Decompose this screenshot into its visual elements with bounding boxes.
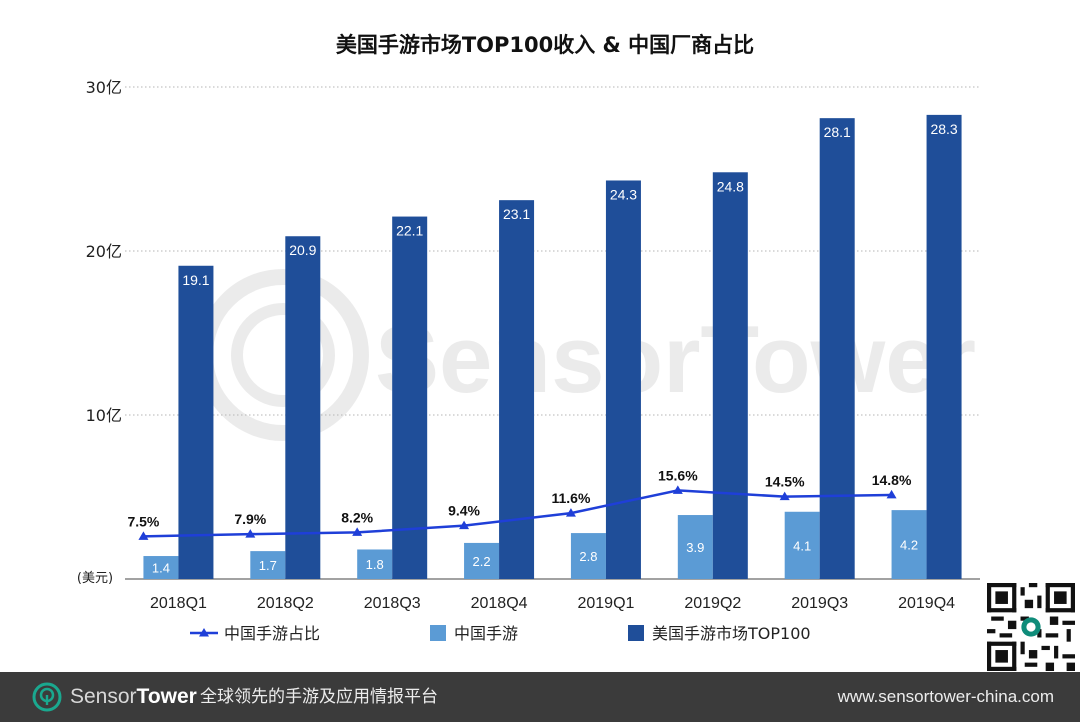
bars: 1.4 19.1 1.7 20.9 1.8 22.1 2.2 23.1 2.8 24.3 3.9 24…: [143, 114, 962, 580]
watermark-logo-inner-icon: [231, 303, 335, 407]
share-point: [459, 520, 470, 530]
share-point: [138, 531, 149, 540]
legend-swatch: [430, 625, 446, 641]
bar-label-china-games: 2.2: [473, 554, 491, 569]
legend-label: 美国手游市场TOP100: [652, 624, 811, 643]
share-label: 7.5%: [127, 513, 159, 529]
bar-label-us-top100: 28.3: [930, 121, 957, 137]
chart-title: 美国手游市场TOP100收入 & 中国厂商占比: [336, 33, 754, 57]
bar-label-china-games: 2.8: [579, 549, 597, 564]
bar-label-us-top100: 19.1: [182, 272, 209, 288]
bar-us-top100: [285, 236, 321, 580]
bar-label-china-games: 1.8: [366, 557, 384, 572]
x-tick-label: 2019Q1: [577, 595, 634, 612]
footer-brand-tower: Tower: [136, 685, 197, 708]
x-tick-label: 2018Q3: [364, 595, 421, 612]
footer-tagline: 全球领先的手游及应用情报平台: [200, 687, 438, 707]
bar-china-games: [250, 551, 286, 579]
share-point: [245, 529, 256, 538]
legend-label: 中国手游: [454, 624, 518, 643]
x-axis: 2018Q1 2018Q2 2018Q3 2018Q4 2019Q1 2019Q2 2019…: [150, 595, 955, 612]
share-label: 14.8%: [872, 472, 912, 488]
bar-label-us-top100: 24.8: [717, 178, 744, 194]
footer-bar: SensorTower 全球领先的手游及应用情报平台 www.sensortow…: [0, 672, 1080, 722]
share-point: [352, 527, 363, 536]
legend-label: 中国手游占比: [224, 624, 320, 643]
share-label: 11.6%: [551, 490, 590, 506]
x-tick-label: 2018Q4: [471, 595, 528, 612]
share-point: [565, 508, 576, 517]
bar-china-games: [357, 549, 393, 579]
bar-china-games: [143, 556, 179, 579]
share-line-path: [143, 489, 892, 538]
share-point: [779, 491, 790, 501]
x-tick-label: 2019Q2: [684, 595, 741, 612]
bar-china-games: [570, 533, 606, 579]
share-line: 7.5% 7.9% 8.2% 9.4% 11.6% 15.6% 14.5% 14.8%: [127, 467, 912, 540]
bar-label-china-games: 4.2: [900, 538, 918, 553]
watermark-logo-icon: [197, 269, 369, 441]
y-tick-label: 10亿: [86, 406, 122, 425]
bar-label-us-top100: 28.1: [824, 124, 851, 140]
bar-label-china-games: 3.9: [686, 540, 704, 555]
watermark: SensorTower: [197, 269, 976, 441]
footer-brand: SensorTower: [70, 685, 197, 709]
share-point: [672, 485, 683, 494]
bar-us-top100: [712, 172, 748, 579]
share-point: [886, 489, 897, 499]
bar-label-us-top100: 23.1: [503, 206, 530, 222]
share-label: 7.9%: [234, 511, 266, 527]
share-label: 14.5%: [765, 474, 805, 490]
y-tick-label: 30亿: [86, 78, 122, 97]
share-label: 9.4%: [448, 503, 480, 519]
y-tick-label: 20亿: [86, 242, 122, 261]
footer-url[interactable]: www.sensortower-china.com: [837, 687, 1054, 706]
bar-us-top100: [178, 265, 214, 579]
x-tick-label: 2019Q3: [791, 595, 848, 612]
bar-label-china-games: 4.1: [793, 538, 811, 553]
share-label: 15.6%: [658, 467, 698, 483]
legend-swatch: [628, 625, 644, 641]
bar-us-top100: [605, 180, 641, 580]
bar-china-games: [784, 511, 820, 579]
share-label: 8.2%: [341, 509, 373, 525]
watermark-text: SensorTower: [375, 306, 976, 413]
y-axis: 30亿 20亿 10亿: [86, 78, 122, 425]
legend-triangle-icon: [199, 628, 209, 637]
legend: 中国手游占比 中国手游 美国手游市场TOP100: [190, 624, 811, 643]
bar-us-top100: [392, 216, 428, 579]
bar-label-us-top100: 24.3: [610, 186, 637, 202]
x-tick-label: 2018Q2: [257, 595, 314, 612]
bar-us-top100: [926, 114, 962, 579]
qr-code-icon: [987, 583, 1075, 671]
unit-label: (美元): [77, 571, 113, 586]
footer-brand-sensor: Sensor: [70, 685, 137, 708]
x-tick-label: 2018Q1: [150, 595, 207, 612]
bar-china-games: [677, 515, 713, 579]
sensortower-logo-icon: [32, 682, 62, 712]
bar-us-top100: [499, 200, 535, 579]
bar-label-us-top100: 22.1: [396, 223, 423, 239]
chart: SensorTower 美国手游市场TOP100收入 & 中国厂商占比 30亿 2…: [77, 33, 980, 643]
bar-label-china-games: 1.7: [259, 558, 277, 573]
bar-china-games: [464, 542, 500, 579]
bar-us-top100: [819, 118, 855, 579]
bar-label-us-top100: 20.9: [289, 242, 316, 258]
bar-label-china-games: 1.4: [152, 561, 170, 576]
x-tick-label: 2019Q4: [898, 595, 955, 612]
bar-china-games: [891, 510, 927, 579]
